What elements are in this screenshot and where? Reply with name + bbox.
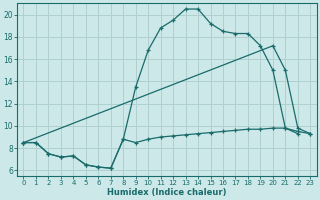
- X-axis label: Humidex (Indice chaleur): Humidex (Indice chaleur): [107, 188, 227, 197]
